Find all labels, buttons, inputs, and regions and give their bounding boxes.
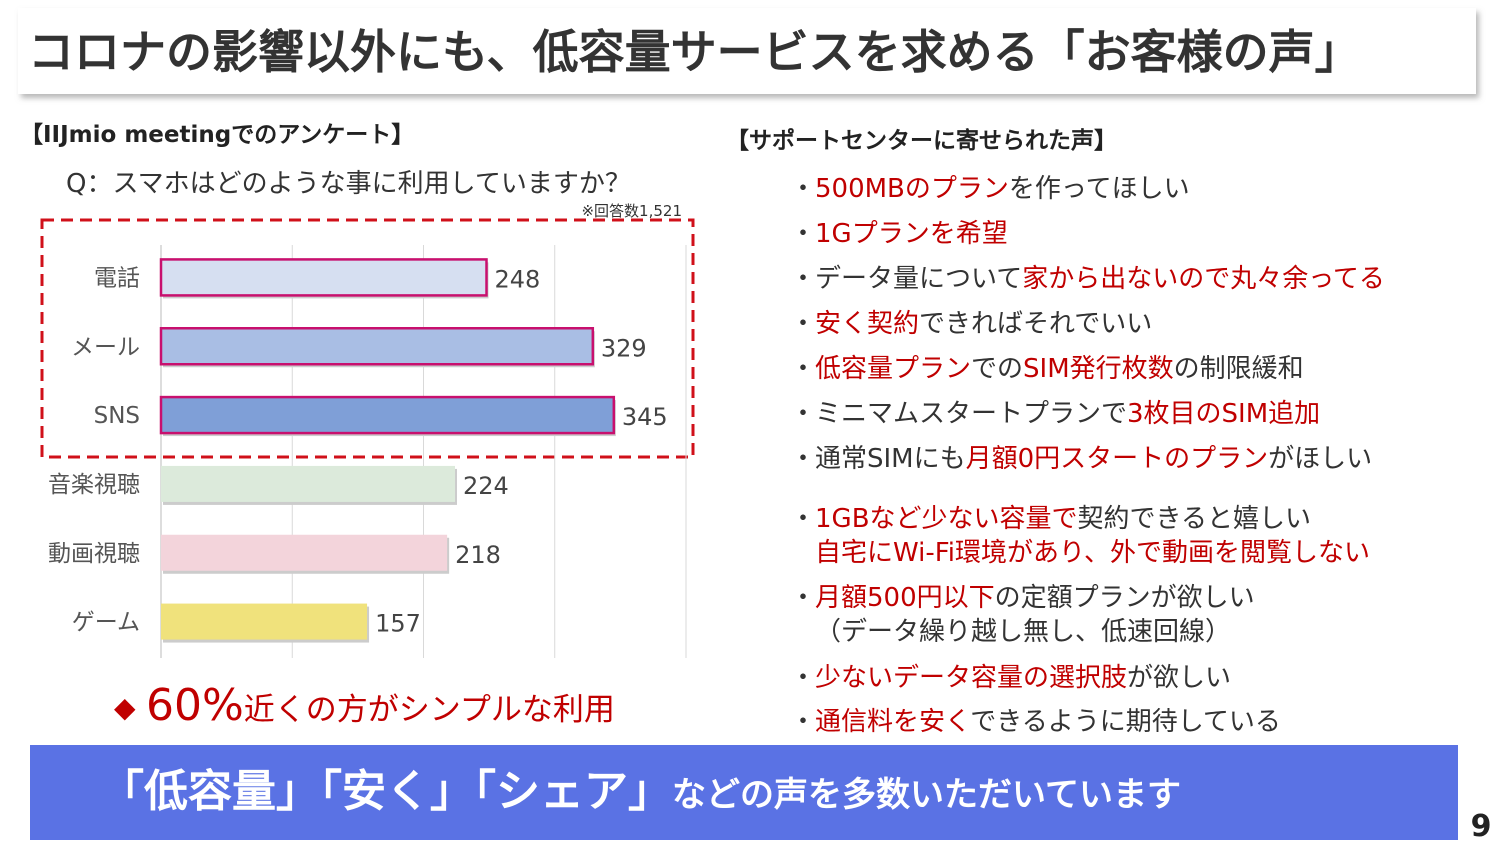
emphasis-text: 少ないデータ容量の選択肢 bbox=[815, 663, 1127, 693]
slide-title: コロナの影響以外にも、低容量サービスを求める「お客様の声」 bbox=[28, 25, 1361, 79]
bar bbox=[161, 534, 448, 571]
emphasis-text: 1Gプランを希望 bbox=[815, 219, 1008, 249]
category-label: 動画視聴 bbox=[48, 541, 140, 567]
bullet: ・ bbox=[790, 309, 816, 339]
support-line: 通常SIMにも月額0円スタートのプランがほしい bbox=[815, 444, 1372, 474]
plain-text: の定額プランが欲しい bbox=[995, 583, 1255, 613]
plain-text: ミニマムスタートプランで bbox=[815, 399, 1127, 429]
plain-text: 通常SIMにも bbox=[815, 444, 966, 474]
banner-emphasis: 「低容量」「安く」「シェア」 bbox=[100, 766, 672, 817]
banner bbox=[30, 745, 1458, 840]
plain-text: データ量について bbox=[815, 264, 1022, 294]
support-line: 低容量プランでのSIM発行枚数の制限緩和 bbox=[815, 354, 1304, 384]
plain-text: が欲しい bbox=[1127, 663, 1231, 693]
bar bbox=[159, 258, 488, 297]
banner-text: 「低容量」「安く」「シェア」などの声を多数いただいています bbox=[100, 766, 1181, 817]
emphasis-text: 1GBなど少ない容量で bbox=[815, 504, 1078, 534]
plain-text: できればそれでいい bbox=[919, 309, 1152, 339]
plain-text: を作ってほしい bbox=[1009, 174, 1190, 204]
title-box bbox=[18, 8, 1476, 94]
support-line: （データ繰り越し無し、低速回線） bbox=[815, 617, 1231, 647]
emphasis-text: 500MBのプラン bbox=[815, 174, 1009, 204]
bullet: ・ bbox=[790, 444, 816, 474]
emphasis-text: SIM発行枚数 bbox=[1023, 354, 1174, 384]
emphasis-text: 月額500円以下 bbox=[815, 583, 995, 613]
highlight-frame bbox=[40, 218, 695, 459]
bullet: ・ bbox=[790, 399, 816, 429]
plain-text: での bbox=[971, 354, 1023, 384]
bar-chart: 電話 248 メール 329 SNS 345 音楽視聴 224 動画視聴 218 ゲーム 157 bbox=[48, 245, 687, 658]
category-label: 音楽視聴 bbox=[48, 472, 140, 498]
bar bbox=[161, 465, 455, 502]
value-label: 218 bbox=[455, 541, 501, 569]
survey-heading: 【IIJmio meetingでのアンケート】 bbox=[20, 122, 414, 148]
emphasis-text: 安く契約 bbox=[815, 309, 919, 339]
support-list: ・500MBのプランを作ってほしい・1Gプランを希望・データ量について家から出な… bbox=[790, 174, 1385, 737]
emphasis-text: 3枚目のSIM追加 bbox=[1127, 399, 1320, 429]
support-line: 月額500円以下の定額プランが欲しい bbox=[815, 583, 1255, 613]
highlight-text: 60%近くの方がシンプルな利用 bbox=[146, 680, 615, 731]
category-label: メール bbox=[71, 334, 140, 360]
support-line: 少ないデータ容量の選択肢が欲しい bbox=[815, 663, 1231, 693]
value-label: 157 bbox=[375, 610, 421, 638]
survey-question: Q：スマホはどのような事に利用していますか？ bbox=[66, 169, 631, 199]
plain-text: 契約できると嬉しい bbox=[1078, 504, 1311, 534]
category-label: ゲーム bbox=[72, 610, 140, 636]
support-line: 1Gプランを希望 bbox=[815, 219, 1008, 249]
support-line: 通信料を安くできるように期待している bbox=[815, 707, 1281, 737]
bullet: ・ bbox=[790, 504, 816, 534]
support-line: 自宅にWi-Fi環境があり、外で動画を閲覧しない bbox=[815, 538, 1370, 568]
plain-text: がほしい bbox=[1268, 444, 1372, 474]
support-line: 1GBなど少ない容量で契約できると嬉しい bbox=[815, 504, 1311, 534]
bullet: ・ bbox=[790, 663, 816, 693]
banner-body: などの声を多数いただいています bbox=[672, 775, 1181, 815]
bullet: ・ bbox=[790, 354, 816, 384]
emphasis-text: 通信料を安く bbox=[815, 707, 970, 737]
emphasis-text: 家から出ないので丸々余ってる bbox=[1022, 264, 1385, 294]
bar bbox=[159, 395, 616, 435]
value-label: 248 bbox=[495, 265, 541, 293]
survey-note: ※回答数1,521 bbox=[581, 202, 682, 220]
plain-text: （データ繰り越し無し、低速回線） bbox=[815, 617, 1231, 647]
emphasis-text: 低容量プラン bbox=[815, 354, 971, 384]
page-number: 9 bbox=[1471, 809, 1492, 843]
highlight-marker: ◆ bbox=[114, 691, 136, 724]
plain-text: できるように期待している bbox=[970, 707, 1281, 737]
value-label: 329 bbox=[601, 334, 647, 362]
support-line: 500MBのプランを作ってほしい bbox=[815, 174, 1190, 204]
value-label: 224 bbox=[463, 472, 509, 500]
bullet: ・ bbox=[790, 707, 816, 737]
bullet: ・ bbox=[790, 264, 816, 294]
support-line: 安く契約できればそれでいい bbox=[815, 309, 1152, 339]
bar bbox=[161, 603, 368, 640]
bullet: ・ bbox=[790, 219, 816, 249]
emphasis-text: 月額0円スタートのプラン bbox=[966, 444, 1269, 474]
support-line: ミニマムスタートプランで3枚目のSIM追加 bbox=[815, 399, 1320, 429]
support-line: データ量について家から出ないので丸々余ってる bbox=[815, 264, 1385, 294]
highlight-body: 近くの方がシンプルな利用 bbox=[244, 692, 615, 728]
category-label: 電話 bbox=[94, 265, 140, 291]
bullet: ・ bbox=[790, 174, 816, 204]
plain-text: の制限緩和 bbox=[1174, 354, 1304, 384]
bullet: ・ bbox=[790, 583, 816, 613]
value-label: 345 bbox=[622, 403, 668, 431]
support-heading: 【サポートセンターに寄せられた声】 bbox=[726, 127, 1117, 154]
category-label: SNS bbox=[94, 403, 140, 429]
highlight-emphasis: 60% bbox=[146, 680, 244, 731]
emphasis-text: 自宅にWi-Fi環境があり、外で動画を閲覧しない bbox=[815, 538, 1370, 568]
bar bbox=[159, 327, 595, 366]
